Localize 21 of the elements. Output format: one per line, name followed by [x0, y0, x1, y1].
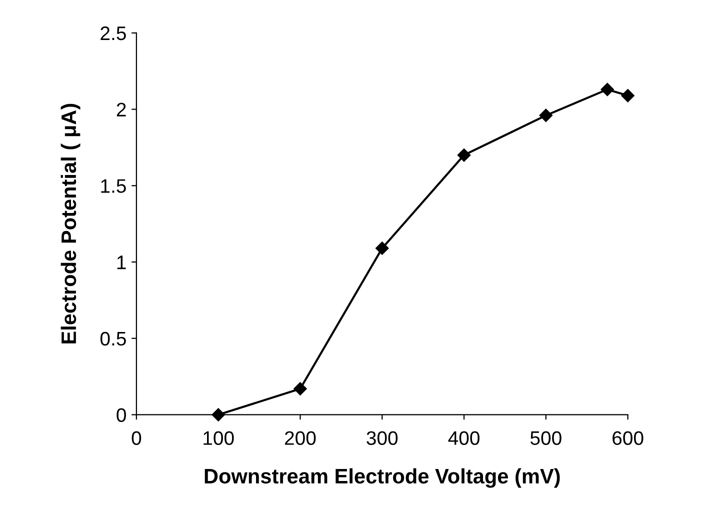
x-tick-label: 200 [285, 431, 316, 445]
point [376, 242, 389, 255]
y-tick-label: 2.5 [100, 26, 126, 40]
y-axis-title: Electrode Potential ( μA) [60, 104, 80, 344]
x-tick-label: 0 [132, 431, 142, 445]
y-tick-label: 0 [116, 408, 126, 422]
x-tick-label: 400 [448, 431, 480, 445]
point [294, 382, 307, 396]
point [457, 148, 471, 162]
x-tick-label: 300 [366, 431, 398, 445]
x-tick-label: 500 [530, 431, 562, 445]
y-tick-label: 1.5 [101, 179, 126, 193]
y-tick-label: 0.5 [100, 332, 126, 346]
x-axis-title: Downstream Electrode Voltage (mV) [204, 468, 560, 488]
x-tick-label: 600 [612, 431, 644, 445]
point [600, 82, 614, 96]
point [539, 108, 553, 122]
y-tick-label: 2 [116, 102, 126, 116]
y-tick-label: 1 [117, 256, 126, 270]
x-tick-label: 100 [204, 431, 234, 445]
point [621, 88, 634, 102]
